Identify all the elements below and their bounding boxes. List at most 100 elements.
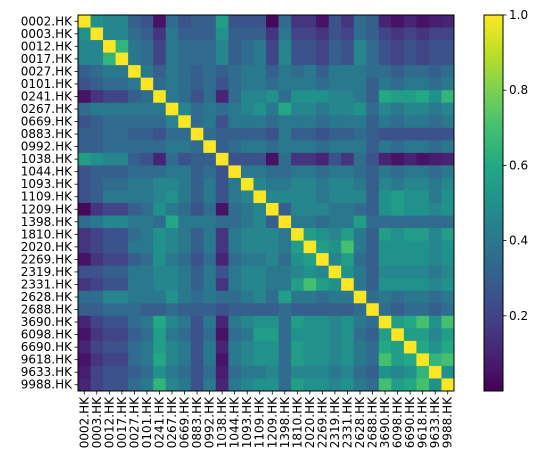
heatmap-cell [165, 177, 179, 191]
heatmap-cell [78, 165, 91, 179]
heatmap-cell [291, 315, 304, 329]
heatmap-cell [203, 52, 217, 66]
heatmap-cell [441, 315, 455, 329]
heatmap-cell [240, 303, 254, 317]
heatmap-cell [391, 152, 405, 166]
heatmap-cell [140, 265, 154, 279]
heatmap-cell [253, 303, 267, 317]
heatmap-cell [391, 127, 405, 141]
heatmap-cell [391, 102, 405, 116]
heatmap-cell [391, 240, 405, 254]
heatmap-cell [128, 115, 142, 129]
heatmap-cell [228, 290, 242, 304]
y-tick-label: 2269.HK [21, 252, 73, 266]
heatmap-cell [428, 15, 442, 28]
y-tick-label: 0017.HK [21, 52, 73, 66]
heatmap-cell [428, 203, 442, 216]
heatmap-cell [203, 315, 217, 329]
heatmap-cell [316, 378, 330, 392]
heatmap-cell [403, 315, 417, 329]
heatmap-cell [416, 190, 430, 204]
heatmap-cell [103, 240, 116, 254]
heatmap-cell [291, 215, 304, 229]
heatmap-cell [140, 253, 154, 267]
heatmap-cell [228, 140, 242, 154]
heatmap-cell [328, 203, 342, 216]
x-tick-label: 0992.HK [203, 396, 217, 448]
heatmap-cell [153, 90, 167, 104]
y-tick-label: 9633.HK [21, 365, 73, 379]
heatmap-cell [90, 90, 104, 104]
heatmap-cell [78, 253, 91, 267]
heatmap-cell [366, 365, 380, 379]
heatmap-cell [240, 290, 254, 304]
heatmap-cell [278, 90, 292, 104]
heatmap-cell [253, 27, 267, 41]
heatmap-cell [316, 127, 330, 141]
heatmap-cell [203, 65, 217, 79]
heatmap-cell [140, 290, 154, 304]
heatmap-cell [416, 40, 430, 53]
heatmap-cell [441, 365, 455, 379]
heatmap-cell [403, 27, 417, 41]
heatmap-cell [316, 190, 330, 204]
heatmap-cell [303, 77, 317, 91]
heatmap-cell [115, 340, 129, 354]
heatmap-cell [178, 303, 192, 317]
heatmap-cell [378, 228, 392, 241]
heatmap-cell [215, 328, 229, 342]
heatmap-cell [328, 152, 342, 166]
heatmap-cell [366, 40, 380, 53]
heatmap-cell [253, 127, 267, 141]
heatmap-cell [153, 203, 167, 216]
heatmap-cell [253, 52, 267, 66]
heatmap-cell [190, 90, 204, 104]
heatmap-cell [215, 228, 229, 241]
heatmap-cell [353, 140, 367, 154]
heatmap-cell [328, 190, 342, 204]
heatmap-cell [391, 65, 405, 79]
heatmap-cell [203, 265, 217, 279]
heatmap-cell [278, 278, 292, 292]
x-tick-label: 2269.HK [315, 396, 329, 448]
heatmap-cell [178, 315, 192, 329]
heatmap-cell [316, 353, 330, 367]
heatmap-cell [165, 378, 179, 392]
heatmap-cell [278, 328, 292, 342]
heatmap-cell [90, 77, 104, 91]
heatmap-cell [115, 127, 129, 141]
heatmap-cell [341, 52, 355, 66]
heatmap-cell [378, 27, 392, 41]
heatmap-cell [341, 265, 355, 279]
heatmap-cell [266, 215, 279, 229]
heatmap-cell [103, 340, 116, 354]
heatmap-cell [341, 328, 355, 342]
heatmap-cell [203, 177, 217, 191]
heatmap-cell [416, 27, 430, 41]
heatmap-cell [165, 240, 179, 254]
colorbar-tick-label: 0.8 [509, 83, 528, 97]
heatmap-cell [391, 15, 405, 28]
heatmap-cell [178, 203, 192, 216]
heatmap-cell [178, 40, 192, 53]
heatmap-cell [428, 102, 442, 116]
heatmap-cell [291, 177, 304, 191]
heatmap-cell [316, 15, 330, 28]
heatmap-cell [178, 152, 192, 166]
heatmap-cell [303, 253, 317, 267]
heatmap-cell [115, 65, 129, 79]
heatmap-cell [441, 353, 455, 367]
heatmap-cell [140, 228, 154, 241]
heatmap-cell [153, 65, 167, 79]
heatmap-cell [303, 240, 317, 254]
heatmap-cell [103, 27, 116, 41]
heatmap-cell [253, 102, 267, 116]
heatmap-cell [215, 190, 229, 204]
heatmap-cell [103, 378, 116, 392]
heatmap-cell [391, 278, 405, 292]
heatmap-cell [115, 52, 129, 66]
heatmap-cell [140, 115, 154, 129]
heatmap-cell [266, 353, 279, 367]
heatmap-cell [203, 102, 217, 116]
heatmap-cell [190, 228, 204, 241]
